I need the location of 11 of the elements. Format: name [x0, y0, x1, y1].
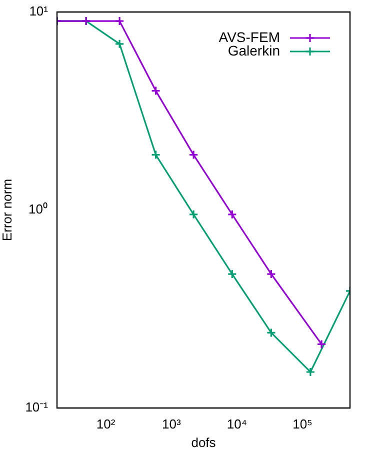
y-tick-label: 10¹ [29, 4, 49, 19]
x-axis-title: dofs [191, 434, 216, 450]
x-tick-label: 10² [96, 416, 116, 432]
x-tick-label: 10³ [162, 416, 182, 432]
legend-label: Galerkin [228, 42, 280, 58]
y-tick-label: 10⁰ [28, 202, 48, 217]
legend-label: AVS-FEM [218, 28, 280, 45]
y-axis-title: Error norm [0, 178, 14, 242]
x-tick-label: 10⁴ [226, 416, 247, 432]
x-tick-label: 10⁵ [292, 416, 312, 432]
y-tick-label: 10⁻¹ [25, 400, 49, 415]
